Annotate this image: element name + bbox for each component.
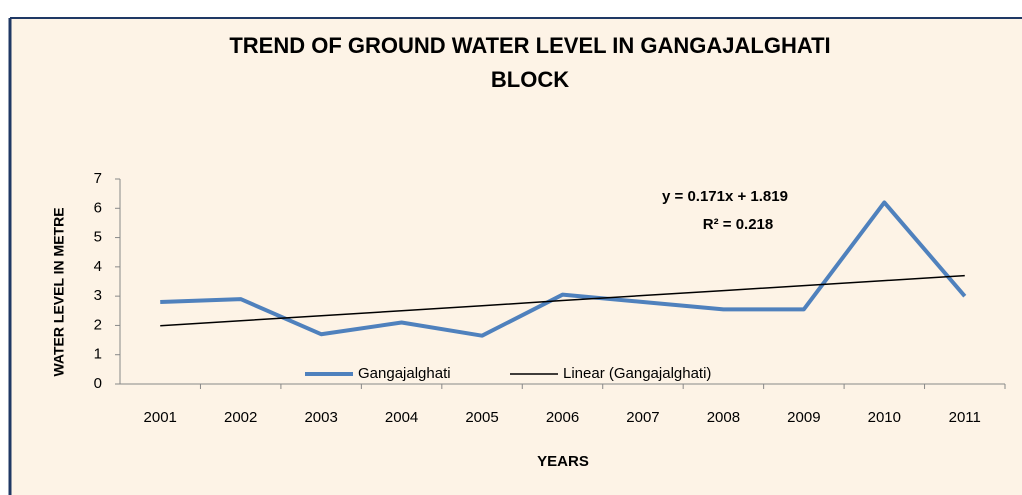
y-tick-label: 6 xyxy=(94,199,102,216)
trend-r-squared: R² = 0.218 xyxy=(703,216,773,233)
y-axis-label: WATER LEVEL IN METRE xyxy=(51,207,67,376)
x-tick-label: 2006 xyxy=(546,409,579,426)
y-tick-label: 7 xyxy=(94,170,102,187)
x-tick-label: 2007 xyxy=(626,409,659,426)
data-line xyxy=(160,200,967,338)
trend-line xyxy=(160,274,965,327)
y-tick-label: 4 xyxy=(94,258,102,275)
legend-label: Gangajalghati xyxy=(358,365,451,382)
x-tick-label: 2011 xyxy=(949,409,981,426)
y-tick-label: 5 xyxy=(94,229,102,246)
y-tick-label: 2 xyxy=(94,316,102,333)
x-tick-label: 2003 xyxy=(304,409,337,426)
chart-background xyxy=(10,18,1022,495)
x-tick-label: 2001 xyxy=(144,409,177,426)
x-axis-label: YEARS xyxy=(537,453,589,470)
chart-title: TREND OF GROUND WATER LEVEL IN GANGAJALG… xyxy=(229,33,830,58)
x-tick-label: 2005 xyxy=(465,409,498,426)
chart-title: BLOCK xyxy=(491,67,569,92)
x-tick-label: 2002 xyxy=(224,409,257,426)
trend-equation: y = 0.171x + 1.819 xyxy=(662,188,788,205)
x-tick-label: 2008 xyxy=(707,409,740,426)
legend-label: Linear (Gangajalghati) xyxy=(563,365,711,382)
y-tick-label: 3 xyxy=(94,287,102,304)
y-tick-label: 0 xyxy=(94,375,102,392)
x-tick-label: 2004 xyxy=(385,409,418,426)
x-tick-label: 2010 xyxy=(868,409,901,426)
x-tick-label: 2009 xyxy=(787,409,820,426)
y-tick-label: 1 xyxy=(94,346,102,363)
